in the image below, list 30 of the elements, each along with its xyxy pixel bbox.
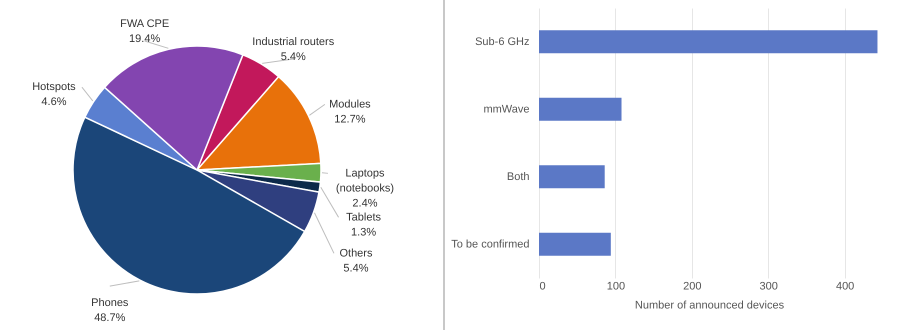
bar — [539, 30, 878, 54]
data-label: 4.6% — [41, 96, 67, 108]
slice-label: Laptops (notebooks) — [336, 167, 394, 194]
data-label: 12.7% — [334, 113, 366, 126]
data-label: 1.3% — [351, 226, 376, 238]
slice-label: Others — [339, 247, 373, 260]
slice-label: Industrial routers — [252, 36, 335, 48]
slice-label: FWA CPE — [120, 18, 170, 30]
data-label: 19.4% — [129, 32, 160, 45]
slice-label: Hotspots — [32, 81, 76, 94]
data-label: 5.4% — [280, 51, 306, 64]
x-tick-label: 0 — [540, 280, 546, 292]
bar — [539, 232, 611, 256]
x-tick-label: 300 — [760, 280, 778, 292]
bar — [539, 165, 605, 188]
x-tick-label: 200 — [683, 280, 702, 292]
x-axis-title: Number of announced devices — [634, 300, 785, 312]
x-tick-label: 400 — [836, 280, 854, 292]
slice-label: Tablets — [346, 211, 382, 224]
y-tick-label: mmWave — [483, 103, 530, 116]
slice-label: Modules — [329, 98, 372, 110]
data-label: 48.7% — [94, 312, 126, 324]
x-tick-label: 100 — [606, 280, 626, 292]
slice-label: Phones — [91, 297, 129, 310]
data-label: 2.4% — [352, 197, 378, 210]
y-tick-label: To be confirmed — [451, 238, 530, 250]
y-tick-label: Both — [506, 170, 530, 183]
y-tick-label: Sub-6 GHz — [475, 36, 530, 48]
data-label: 5.4% — [343, 262, 369, 274]
bar — [539, 98, 622, 121]
